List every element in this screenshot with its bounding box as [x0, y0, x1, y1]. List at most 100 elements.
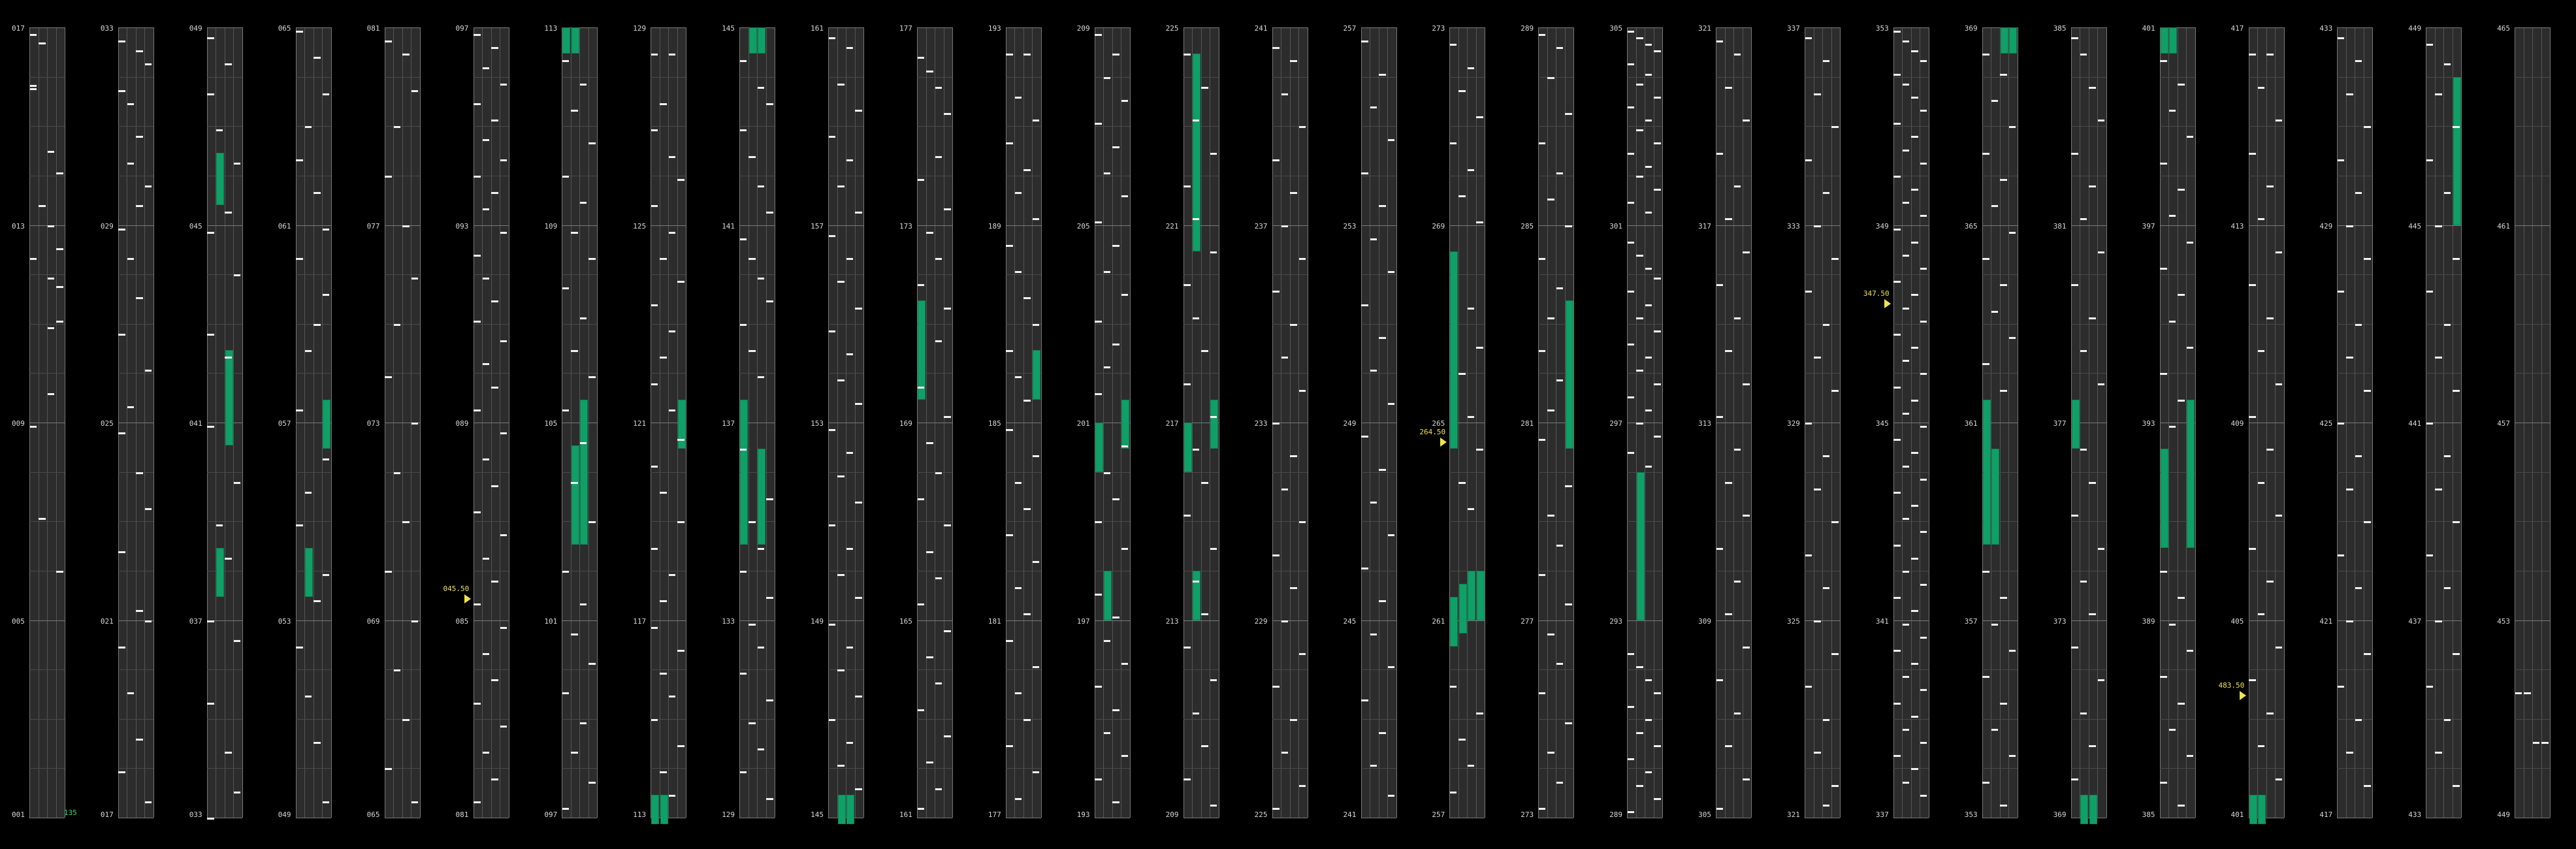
- tap-note: [757, 376, 765, 379]
- tap-note: [1210, 415, 1217, 418]
- tap-note: [749, 521, 756, 524]
- measure-number: 353: [1875, 24, 1889, 33]
- tap-note: [2364, 126, 2371, 129]
- tap-note: [1636, 784, 1643, 787]
- tap-note: [1538, 257, 1546, 260]
- beat-line: [1183, 323, 1219, 325]
- measure-line: [1005, 27, 1041, 28]
- beat-line: [1094, 718, 1130, 720]
- tap-note: [2337, 554, 2345, 556]
- hold-note: [2000, 27, 2008, 54]
- tap-note: [757, 278, 765, 280]
- tap-note: [660, 257, 667, 260]
- measure-line: [1183, 225, 1219, 226]
- tap-note: [39, 42, 46, 44]
- measure-number: 045: [189, 221, 202, 231]
- tap-note: [482, 752, 489, 754]
- tap-note: [2168, 426, 2176, 428]
- tap-note: [1290, 323, 1297, 326]
- tap-note: [233, 274, 241, 277]
- tap-note: [1805, 423, 1812, 424]
- tap-note: [651, 304, 658, 306]
- tap-note: [1636, 37, 1643, 40]
- tap-note: [1654, 50, 1661, 53]
- tap-note: [1982, 781, 1989, 784]
- beat-line: [917, 472, 952, 473]
- hold-note: [758, 449, 766, 545]
- beat-line: [917, 126, 952, 127]
- tap-note: [500, 534, 507, 537]
- beat-line: [295, 768, 331, 769]
- measure-line: [1982, 225, 2018, 226]
- tap-note: [402, 54, 410, 56]
- tap-note: [1272, 47, 1280, 50]
- tap-note: [1902, 728, 1910, 731]
- measure-column: [562, 27, 598, 818]
- tap-note: [1716, 415, 1724, 418]
- beat-line: [1893, 274, 1929, 276]
- tap-note: [127, 406, 135, 408]
- measure-number: 209: [1076, 24, 1090, 33]
- tap-note: [1893, 281, 1901, 283]
- tap-note: [500, 432, 507, 435]
- beat-line: [118, 76, 153, 78]
- tap-note: [2257, 745, 2264, 748]
- tap-note: [1814, 93, 1821, 95]
- tap-note: [926, 442, 933, 445]
- tap-note: [2426, 423, 2434, 424]
- tap-note: [562, 287, 570, 290]
- tap-note: [225, 357, 232, 359]
- beat-line: [2426, 373, 2462, 374]
- tap-note: [411, 620, 419, 622]
- tap-note: [588, 781, 596, 784]
- measure-column: [1538, 27, 1575, 818]
- tap-note: [2355, 587, 2362, 590]
- tap-note: [1716, 284, 1724, 287]
- tap-note: [1298, 784, 1306, 787]
- beat-line: [2159, 274, 2195, 276]
- tap-note: [322, 294, 330, 296]
- tap-note: [1023, 613, 1031, 616]
- tap-note: [1467, 508, 1475, 511]
- tap-note: [1467, 67, 1475, 69]
- tap-note: [1006, 244, 1013, 247]
- tap-note: [935, 788, 942, 790]
- measure-line: [651, 620, 686, 621]
- tap-note: [837, 475, 845, 477]
- tap-note: [562, 60, 570, 63]
- hold-note: [918, 300, 926, 400]
- tap-note: [136, 297, 143, 300]
- tap-note: [1370, 370, 1377, 372]
- tap-note: [1006, 54, 1013, 56]
- measure-number: 285: [1521, 221, 1534, 231]
- beat-line: [1183, 274, 1219, 276]
- tap-note: [482, 557, 489, 560]
- tap-note: [2346, 357, 2353, 359]
- beat-line: [473, 472, 509, 473]
- measure-number: 037: [189, 617, 202, 626]
- tap-note: [1814, 488, 1821, 490]
- hold-note: [1991, 449, 2000, 545]
- tap-note: [1733, 185, 1741, 187]
- beat-line: [1183, 669, 1219, 671]
- tap-note: [1743, 515, 1750, 517]
- measure-column: [384, 27, 421, 818]
- hold-note: [1193, 54, 1201, 251]
- hold-note: [846, 794, 855, 825]
- tap-note: [2178, 83, 2185, 86]
- tap-note: [935, 257, 942, 260]
- measure-number: 125: [633, 221, 647, 231]
- tap-note: [1636, 254, 1643, 257]
- tap-note: [296, 646, 303, 649]
- tap-note: [1192, 449, 1200, 451]
- beat-line: [1893, 126, 1929, 127]
- measure-column: [1805, 27, 1841, 818]
- measure-number: 117: [633, 617, 647, 626]
- tap-note: [136, 50, 143, 53]
- tap-note: [314, 323, 321, 326]
- tap-note: [1733, 317, 1741, 319]
- tap-note: [2080, 350, 2087, 353]
- tap-note: [2266, 581, 2274, 583]
- beat-line: [651, 126, 686, 127]
- tap-note: [651, 547, 658, 550]
